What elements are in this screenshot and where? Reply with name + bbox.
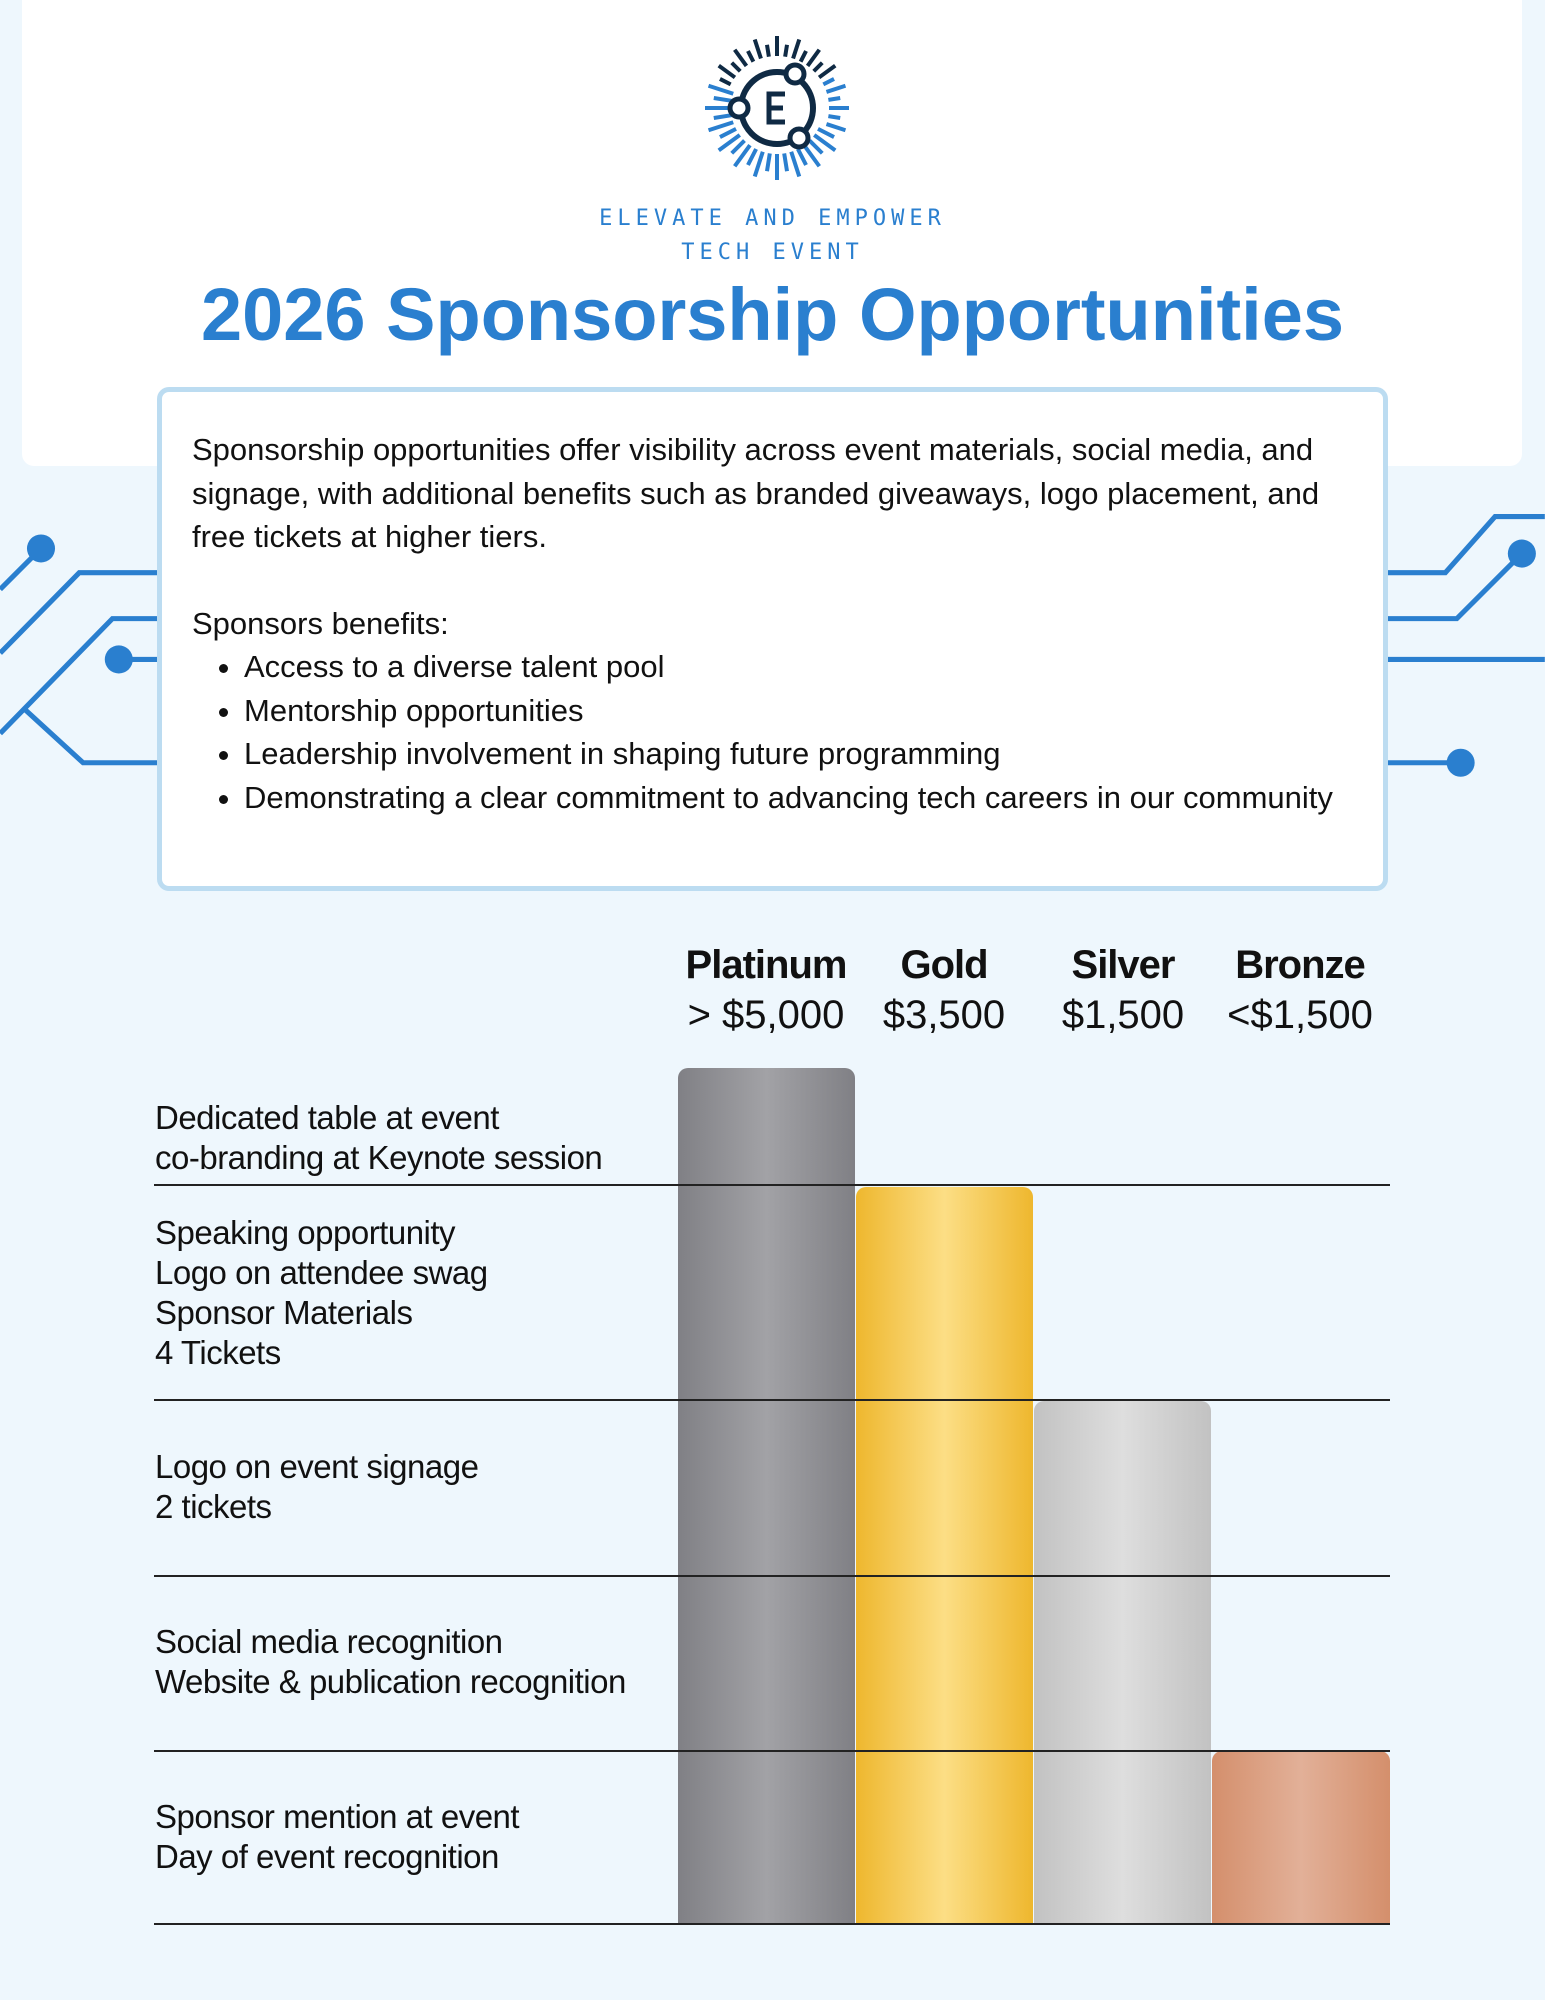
benefit-item: Access to a diverse talent pool — [244, 645, 1353, 689]
benefit-row-1: Dedicated table at event co-branding at K… — [155, 1098, 603, 1178]
tier-name: Silver — [1071, 943, 1176, 987]
bar-gold — [856, 1187, 1033, 1924]
row-line: Website & publication recognition — [155, 1663, 626, 1700]
row-line: Social media recognition — [155, 1623, 503, 1660]
row-line: Speaking opportunity — [155, 1214, 456, 1251]
benefit-item: Mentorship opportunities — [244, 689, 1353, 733]
tier-gold: Gold $3,500 — [849, 940, 1039, 1040]
page-title: 2026 Sponsorship Opportunities — [200, 273, 1345, 356]
row-line: Logo on attendee swag — [155, 1254, 488, 1291]
intro-paragraph: Sponsorship opportunities offer visibili… — [192, 432, 1320, 554]
benefit-item: Leadership involvement in shaping future… — [244, 732, 1353, 776]
row-line: co-branding at Keynote session — [155, 1139, 603, 1176]
tier-price: > $5,000 — [687, 993, 845, 1037]
benefit-item: Demonstrating a clear commitment to adva… — [244, 776, 1353, 820]
logo-line1: ELEVATE AND EMPOWER — [599, 206, 946, 231]
tier-platinum: Platinum > $5,000 — [671, 940, 861, 1040]
tier-silver: Silver $1,500 — [1028, 940, 1218, 1040]
benefits-heading: Sponsors benefits: — [192, 605, 449, 641]
row-divider — [154, 1750, 1390, 1752]
bar-bronze — [1212, 1751, 1390, 1924]
row-line: Sponsor Materials — [155, 1294, 413, 1331]
circuit-e-logo-icon — [705, 36, 849, 180]
benefit-row-2: Speaking opportunity Logo on attendee swa… — [155, 1213, 488, 1373]
logo-line2: TECH EVENT — [681, 240, 864, 265]
row-line: 4 Tickets — [155, 1334, 281, 1371]
tier-price: $3,500 — [882, 993, 1006, 1037]
benefit-row-3: Logo on event signage 2 tickets — [155, 1447, 479, 1527]
tier-name: Platinum — [685, 943, 848, 987]
row-line: Dedicated table at event — [155, 1099, 499, 1136]
row-line: Logo on event signage — [155, 1448, 479, 1485]
row-divider — [154, 1184, 1390, 1186]
row-line: Sponsor mention at event — [155, 1798, 520, 1835]
bar-platinum — [678, 1068, 855, 1924]
benefits-list: Access to a diverse talent pool Mentorsh… — [244, 645, 1353, 819]
row-line: Day of event recognition — [155, 1838, 499, 1875]
tier-name: Bronze — [1235, 943, 1366, 987]
row-divider — [154, 1399, 1390, 1401]
tier-price: <$1,500 — [1227, 993, 1373, 1037]
tier-name: Gold — [900, 943, 988, 987]
row-line: 2 tickets — [155, 1488, 272, 1525]
tier-bronze: Bronze <$1,500 — [1205, 940, 1395, 1040]
benefit-row-5: Sponsor mention at event Day of event rec… — [155, 1797, 520, 1877]
row-divider — [154, 1923, 1390, 1925]
row-divider — [154, 1575, 1390, 1577]
intro-box: Sponsorship opportunities offer visibili… — [157, 387, 1388, 891]
benefit-row-4: Social media recognition Website & public… — [155, 1622, 626, 1702]
bar-silver — [1034, 1401, 1211, 1924]
tier-price: $1,500 — [1061, 993, 1185, 1037]
